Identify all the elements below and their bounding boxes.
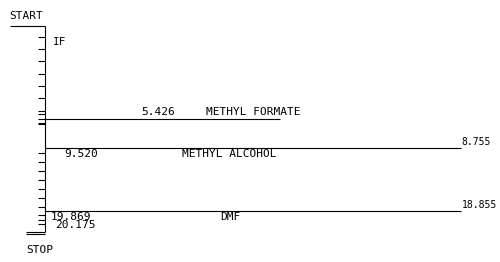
Text: METHYL ALCOHOL: METHYL ALCOHOL: [182, 149, 276, 159]
Text: 19.869: 19.869: [50, 212, 91, 222]
Text: 5.426: 5.426: [141, 107, 175, 117]
Text: 20.175: 20.175: [55, 220, 96, 230]
Text: 8.755: 8.755: [462, 137, 491, 147]
Text: DMF: DMF: [220, 212, 240, 222]
Text: START: START: [10, 11, 43, 21]
Text: 9.520: 9.520: [64, 149, 98, 159]
Text: METHYL FORMATE: METHYL FORMATE: [206, 107, 300, 117]
Text: STOP: STOP: [26, 245, 54, 255]
Text: IF: IF: [52, 37, 66, 47]
Text: 18.855: 18.855: [462, 200, 496, 210]
